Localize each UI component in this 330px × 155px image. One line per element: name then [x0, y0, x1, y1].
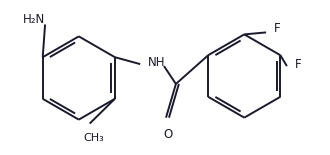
Text: F: F	[295, 58, 301, 71]
Text: CH₃: CH₃	[83, 133, 104, 144]
Text: O: O	[163, 128, 173, 141]
Text: NH: NH	[148, 56, 166, 69]
Text: F: F	[274, 22, 280, 35]
Text: H₂N: H₂N	[23, 13, 46, 26]
